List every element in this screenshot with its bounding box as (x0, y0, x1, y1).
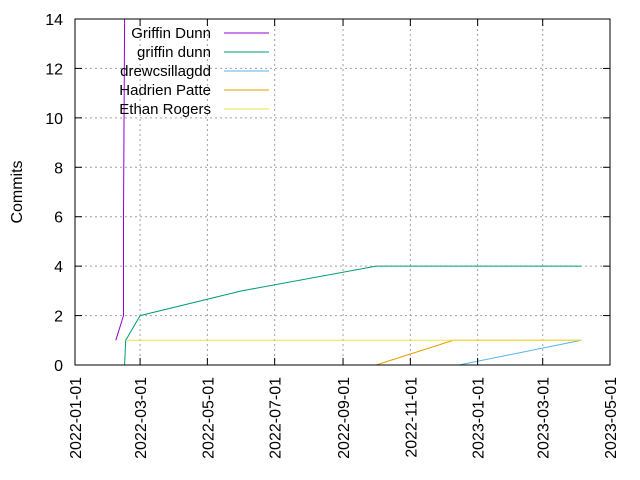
legend-label: drewcsillagdd (120, 63, 211, 80)
axis-ticks: 0 2 4 6 8 10 12 14 2022-01-01 2022-03-01 2022-05-0… (45, 12, 620, 459)
y-tick-label: 8 (54, 160, 63, 177)
y-tick-label: 12 (45, 61, 63, 78)
x-tick-label: 2022-11-01 (403, 377, 420, 458)
x-tick-label: 2023-05-01 (603, 377, 620, 459)
y-tick-label: 6 (54, 210, 63, 227)
y-tick-label: 2 (54, 309, 63, 326)
legend: Griffin Dunn griffin dunn drewcsillagdd Had… (119, 25, 269, 118)
x-tick-label: 2022-09-01 (336, 377, 353, 459)
series-line (458, 339, 582, 366)
legend-label: Hadrien Patte (119, 82, 211, 99)
y-tick-label: 10 (45, 111, 63, 128)
x-tick-label: 2023-01-01 (471, 377, 488, 459)
legend-label: Ethan Rogers (119, 101, 211, 118)
x-tick-label: 2023-03-01 (536, 377, 553, 459)
y-tick-label: 14 (45, 12, 63, 29)
x-tick-label: 2022-05-01 (200, 377, 217, 459)
y-tick-label: 4 (54, 259, 63, 276)
plot-frame (74, 18, 611, 366)
legend-label: griffin dunn (137, 44, 211, 61)
x-tick-label: 2022-07-01 (268, 377, 285, 459)
x-tick-label: 2022-01-01 (68, 377, 85, 459)
y-tick-label: 0 (54, 358, 63, 375)
y-axis-title: Commits (9, 160, 26, 223)
series-lines (115, 18, 582, 366)
x-tick-label: 2022-03-01 (133, 377, 150, 459)
legend-label: Griffin Dunn (131, 25, 211, 42)
series-line (124, 265, 582, 366)
series-line (115, 18, 126, 341)
